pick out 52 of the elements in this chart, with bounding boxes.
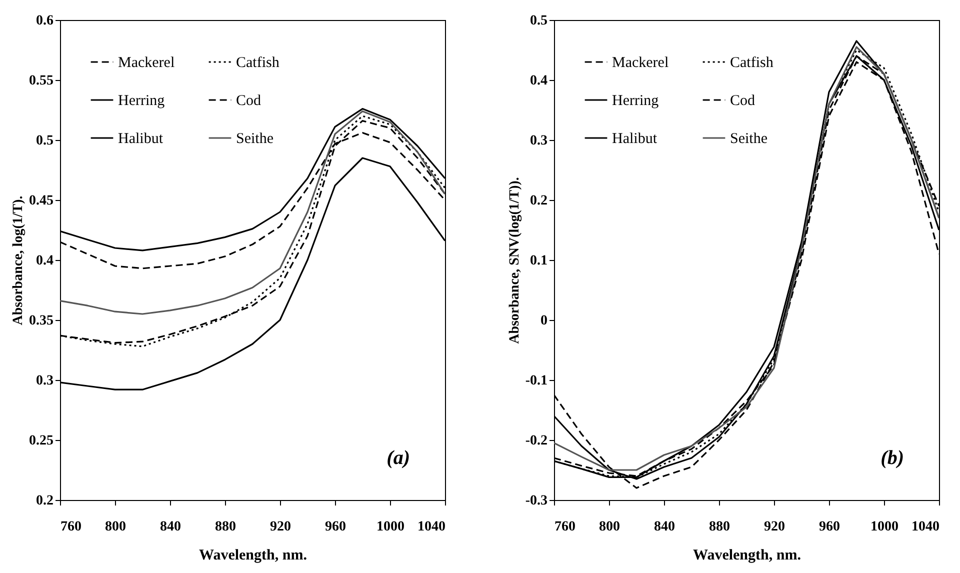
y-axis-title: Absorbance, SNV(log(1/T)). — [507, 177, 522, 344]
y-tick-label: 0 — [540, 314, 548, 328]
y-tick-label: -0.1 — [525, 374, 548, 388]
legend-label: Cod — [730, 93, 756, 109]
y-tick-label: 0.2 — [530, 194, 548, 208]
y-tick-label: 0.4 — [36, 254, 54, 268]
y-tick-label: 0.35 — [29, 314, 54, 328]
x-tick-label: 840 — [654, 520, 675, 534]
y-tick-label: 0.3 — [530, 134, 548, 148]
legend-label: Halibut — [118, 131, 164, 147]
legend-label: Herring — [612, 93, 660, 109]
legend-label: Catfish — [730, 55, 774, 71]
x-tick-label: 920 — [764, 520, 785, 534]
x-tick-label: 800 — [599, 520, 620, 534]
x-tick-label: 920 — [270, 520, 291, 534]
y-tick-label: 0.6 — [36, 14, 54, 28]
legend-label: Halibut — [612, 131, 658, 147]
y-tick-label: -0.2 — [525, 434, 548, 448]
y-tick-label: 0.5 — [530, 14, 548, 28]
x-tick-label: 1000 — [870, 520, 898, 534]
x-tick-label: 800 — [105, 520, 126, 534]
legend-label: Catfish — [236, 55, 280, 71]
y-tick-label: 0.3 — [36, 374, 54, 388]
x-tick-label: 880 — [215, 520, 236, 534]
legend-label: Herring — [118, 93, 166, 109]
x-tick-label: 760 — [554, 520, 576, 534]
legend-label: Seithe — [236, 131, 274, 147]
legend-label: Seithe — [730, 131, 768, 147]
x-tick-label: 960 — [325, 520, 346, 534]
y-tick-label: 0.4 — [530, 74, 548, 88]
annotation: (b) — [880, 447, 904, 469]
y-tick-label: 0.1 — [530, 254, 548, 268]
x-tick-label: 960 — [819, 520, 840, 534]
x-tick-label: 1040 — [912, 520, 940, 534]
x-tick-label: 840 — [160, 520, 181, 534]
y-tick-label: 0.25 — [29, 434, 54, 448]
legend-label: Mackerel — [612, 55, 669, 71]
y-tick-label: 0.2 — [36, 494, 54, 508]
x-axis-title: Wavelength, nm. — [693, 548, 802, 564]
y-tick-label: 0.5 — [36, 134, 54, 148]
y-tick-label: 0.45 — [29, 194, 54, 208]
annotation: (a) — [386, 447, 410, 469]
legend-label: Mackerel — [118, 55, 175, 71]
x-tick-label: 760 — [60, 520, 82, 534]
legend-label: Cod — [236, 93, 262, 109]
x-tick-label: 1000 — [376, 520, 404, 534]
y-tick-label: -0.3 — [525, 494, 548, 508]
y-axis-title: Absorbance, log(1/T). — [11, 196, 26, 326]
y-tick-label: 0.55 — [29, 74, 54, 88]
x-tick-label: 880 — [709, 520, 730, 534]
x-axis-title: Wavelength, nm. — [199, 548, 308, 564]
x-tick-label: 1040 — [418, 520, 446, 534]
